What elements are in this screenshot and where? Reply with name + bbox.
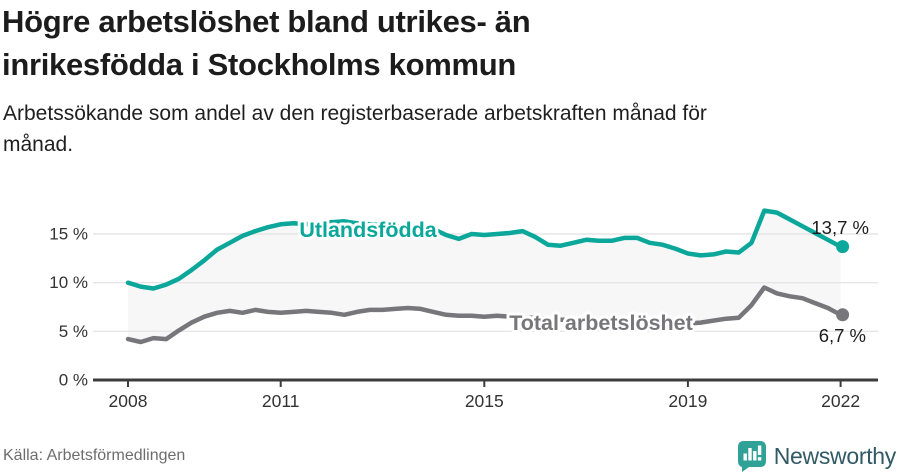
x-axis-label: 2015 (465, 391, 504, 411)
chart-subtitle-line2: månad. (3, 133, 74, 156)
utlandsfodda-series-label: Utlandsfödda (299, 218, 437, 242)
unemployment-line-chart: 0 % 5 % 10 % 15 % 2008 2011 2015 2019 2022 Utland… (49, 208, 878, 411)
y-axis-label: 5 % (59, 322, 88, 341)
area-between-series (128, 210, 841, 342)
x-axis-label: 2011 (262, 391, 300, 411)
utlandsfodda-value-label: 13,7 % (811, 217, 869, 238)
source-note: Källa: Arbetsförmedlingen (3, 447, 186, 464)
page-title: Högre arbetslöshet bland utrikes- än inri… (2, 0, 531, 86)
y-axis-label: 0 % (59, 371, 88, 390)
total-arbetsloshet-end-dot (836, 308, 850, 322)
total-arbetsloshet-line (125, 285, 843, 345)
total-arbetsloshet-series-label: Total arbetslöshet (509, 311, 693, 335)
total-arbetsloshet-value-label: 6,7 % (819, 325, 866, 346)
x-axis-label: 2019 (668, 391, 707, 411)
page-title-line2: inrikesfödda i Stockholms kommun (2, 47, 517, 82)
chart-subtitle: Arbetssökande som andel av den registerb… (3, 98, 707, 160)
y-axis-label: 15 % (49, 225, 88, 244)
newsworthy-logo: Newsworthy (737, 440, 896, 472)
utlandsfodda-end-dot (836, 240, 850, 254)
x-axis-label: 2008 (109, 391, 148, 411)
x-axis-label: 2022 (821, 391, 860, 411)
page-title-line1: Högre arbetslöshet bland utrikes- än (2, 4, 531, 39)
y-axis-label: 10 % (49, 273, 88, 292)
utlandsfodda-line (125, 208, 843, 291)
newsworthy-bar-chart-bubble-icon (737, 441, 766, 472)
chart-subtitle-line1: Arbetssökande som andel av den registerb… (3, 102, 707, 125)
newsworthy-wordmark: Newsworthy (773, 442, 897, 469)
